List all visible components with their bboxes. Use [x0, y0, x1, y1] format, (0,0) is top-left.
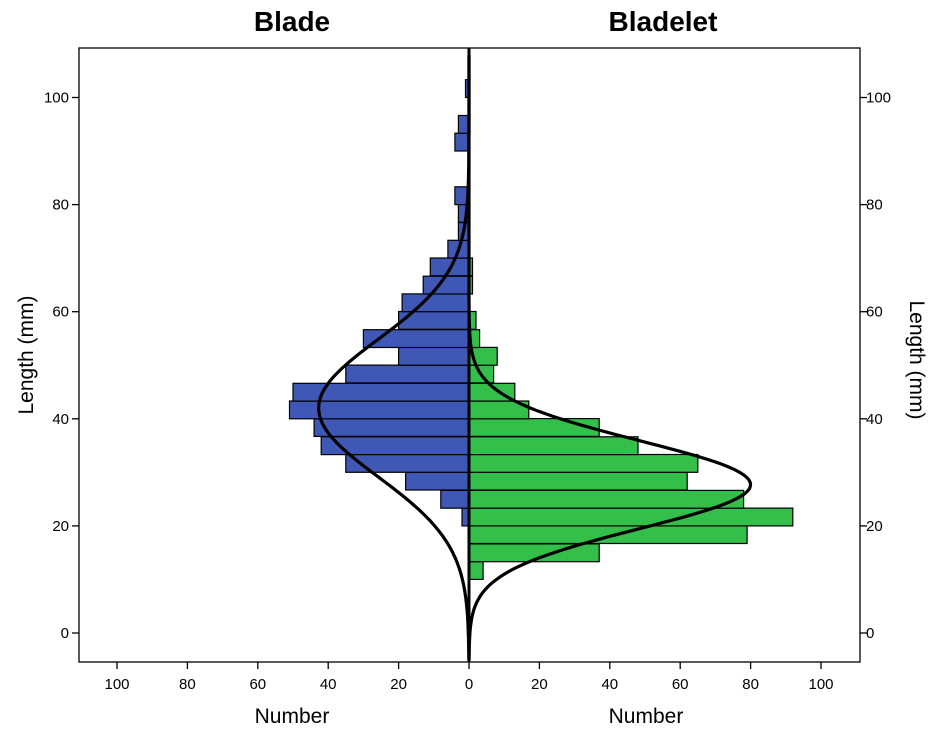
blade-bars	[288, 79, 470, 527]
left-y-axis: 0 20 40 60 80 100	[44, 90, 79, 642]
left-y-tick-label: 0	[61, 625, 69, 642]
blade-bar-1	[440, 489, 470, 509]
blade-bar-3	[345, 453, 470, 473]
left-x-axis-title: Number	[255, 705, 330, 728]
right-y-tick-label: 40	[866, 411, 883, 428]
bladelet-bar-4	[468, 489, 745, 509]
blade-bar-19	[454, 132, 470, 152]
x-tick-label: 80	[179, 676, 196, 693]
bladelet-bar-6	[468, 453, 699, 473]
x-axis: 0 20 20 40 40 60 60 80 80 100 100	[104, 662, 834, 693]
blade-bar-2	[405, 471, 470, 491]
x-tick-label: 80	[742, 676, 759, 693]
bladelet-bar-3	[468, 507, 794, 527]
x-tick-label: 100	[104, 676, 129, 693]
right-y-tick-label: 60	[866, 304, 883, 321]
left-y-tick-label: 20	[52, 518, 69, 535]
bladelet-bars	[468, 257, 794, 580]
right-y-tick-label: 0	[866, 625, 874, 642]
x-tick-label: 20	[390, 676, 407, 693]
bladelet-normal-curve	[467, 54, 753, 660]
left-y-axis-title: Length (mm)	[15, 295, 38, 414]
x-tick-label: 60	[249, 676, 266, 693]
bladelet-bar-8	[468, 418, 600, 438]
right-y-axis-title: Length (mm)	[905, 300, 928, 419]
blade-bar-13	[422, 275, 470, 295]
x-tick-label: 60	[672, 676, 689, 693]
bladelet-bar-5	[468, 471, 688, 491]
blade-bar-9	[398, 346, 470, 366]
left-y-tick-label: 100	[44, 90, 69, 107]
right-y-tick-label: 100	[866, 90, 891, 107]
bladelet-bar-0	[468, 560, 484, 580]
right-y-tick-label: 20	[866, 518, 883, 535]
x-tick-label: 40	[320, 676, 337, 693]
x-tick-label: 40	[601, 676, 618, 693]
x-tick-label: 100	[808, 676, 833, 693]
right-y-tick-label: 80	[866, 197, 883, 214]
right-y-axis: 0 20 40 60 80 100	[860, 90, 891, 642]
x-tick-label: 0	[465, 676, 473, 693]
left-y-tick-label: 60	[52, 304, 69, 321]
blade-bar-8	[345, 364, 470, 384]
left-y-tick-label: 80	[52, 197, 69, 214]
right-x-axis-title: Number	[609, 705, 684, 728]
left-panel-title: Blade	[254, 6, 330, 37]
blade-bar-12	[401, 293, 470, 313]
right-panel-title: Bladelet	[609, 6, 718, 37]
bladelet-bar-2	[468, 525, 748, 545]
blade-bar-6	[288, 400, 470, 420]
left-y-tick-label: 40	[52, 411, 69, 428]
x-tick-label: 20	[531, 676, 548, 693]
blade-bar-4	[320, 436, 470, 456]
bladelet-bar-7	[468, 436, 639, 456]
blade-bar-5	[313, 418, 470, 438]
